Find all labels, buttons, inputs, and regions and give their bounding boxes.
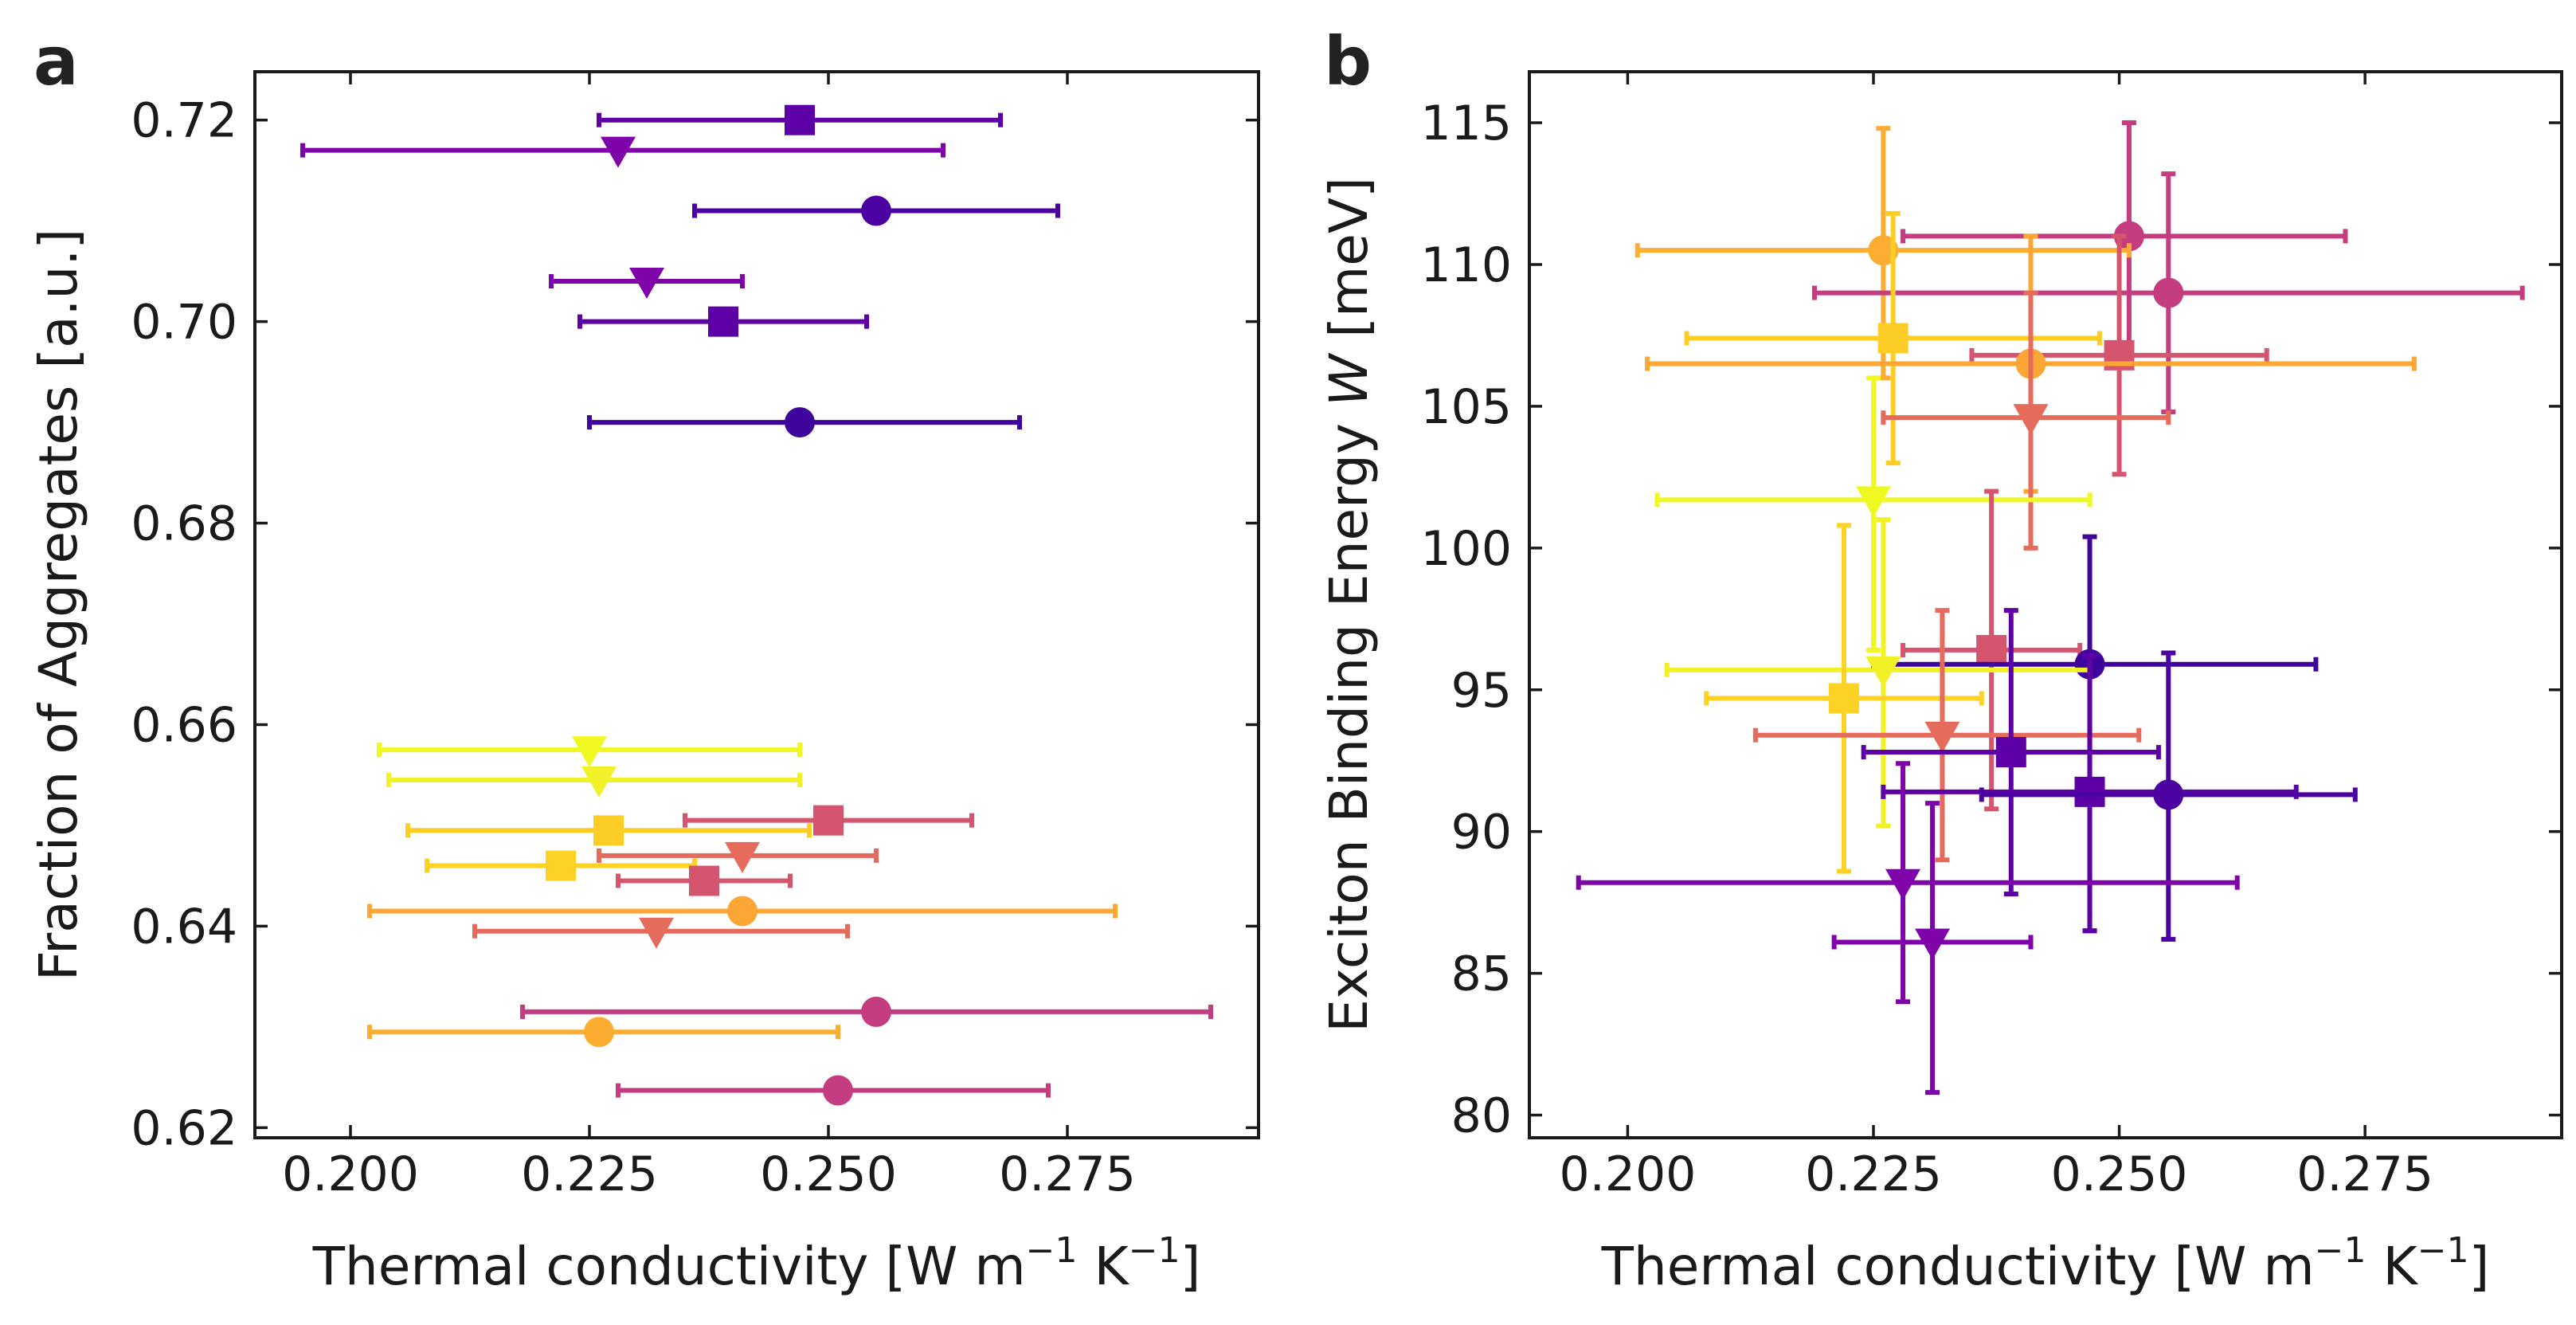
square-marker bbox=[1828, 683, 1859, 714]
triangle-marker bbox=[572, 736, 607, 768]
data-point-triangle bbox=[386, 766, 802, 798]
square-marker bbox=[593, 815, 624, 846]
x-tick-label: 0.225 bbox=[521, 1147, 658, 1202]
y-tick-label: 0.64 bbox=[131, 899, 237, 955]
data-point-circle bbox=[1901, 120, 2348, 367]
y-tick-label: 0.62 bbox=[131, 1100, 237, 1156]
square-marker bbox=[2074, 776, 2105, 807]
y-axis-label-a: Fraction of Aggregates [a.u.] bbox=[28, 229, 89, 981]
y-tick-label: 90 bbox=[1451, 805, 1512, 860]
x-tick-label: 0.250 bbox=[760, 1147, 897, 1202]
y-tick-label: 0.70 bbox=[131, 295, 237, 351]
x-tick-label: 0.275 bbox=[999, 1147, 1136, 1202]
data-point-triangle bbox=[1576, 761, 2240, 1005]
y-tick-label: 80 bbox=[1451, 1088, 1512, 1144]
x-axis-label-b: Thermal conductivity [W m−1 K−1] bbox=[1601, 1230, 2490, 1297]
data-point-triangle bbox=[597, 841, 879, 873]
square-marker bbox=[1877, 323, 1909, 354]
square-marker bbox=[785, 104, 815, 135]
triangle-marker bbox=[1924, 721, 1960, 753]
data-point-circle bbox=[692, 195, 1060, 226]
x-tick-label: 0.200 bbox=[1560, 1147, 1697, 1202]
square-marker bbox=[708, 306, 738, 337]
panel-letter-b: b bbox=[1324, 22, 1372, 100]
data-point-triangle bbox=[472, 917, 850, 949]
panel-b: b 0.200 0.225 0.250 0.275 80 85 90 95 100 105 110 1… bbox=[1318, 22, 2563, 1297]
data-point-circle bbox=[1979, 650, 2358, 942]
triangle-marker bbox=[581, 766, 617, 798]
data-point-square bbox=[1704, 523, 1984, 874]
data-points-a bbox=[300, 104, 1213, 1106]
triangle-marker bbox=[601, 136, 636, 168]
y-tick-label: 0.68 bbox=[131, 496, 237, 552]
y-tick-label: 115 bbox=[1420, 96, 1512, 151]
y-tick-label: 105 bbox=[1420, 379, 1512, 435]
triangle-marker bbox=[725, 841, 760, 873]
data-point-triangle bbox=[1831, 801, 2034, 1096]
triangle-marker bbox=[1885, 868, 1921, 900]
triangle-marker bbox=[639, 917, 674, 949]
triangle-marker bbox=[1865, 656, 1901, 688]
panel-letter-a: a bbox=[33, 22, 79, 100]
data-point-triangle bbox=[1654, 375, 2093, 653]
x-axis-label-a: Thermal conductivity [W m−1 K−1] bbox=[312, 1230, 1201, 1297]
y-tick-label: 100 bbox=[1420, 521, 1512, 577]
circle-marker bbox=[861, 996, 891, 1027]
triangle-marker bbox=[629, 268, 664, 300]
axis-ticks-b: 0.200 0.225 0.250 0.275 80 85 90 95 100 105 110 115 bbox=[1420, 72, 2562, 1202]
data-point-circle bbox=[367, 896, 1118, 927]
data-point-square bbox=[577, 306, 869, 337]
plot-frame-a bbox=[253, 70, 1260, 1139]
circle-marker bbox=[2153, 277, 2184, 308]
data-point-square bbox=[616, 865, 793, 896]
data-point-circle bbox=[367, 1017, 840, 1048]
circle-marker bbox=[861, 195, 891, 226]
triangle-marker bbox=[2013, 404, 2049, 436]
square-marker bbox=[1976, 634, 2007, 665]
circle-marker bbox=[727, 896, 758, 927]
triangle-marker bbox=[1856, 486, 1891, 518]
y-tick-label: 0.72 bbox=[131, 93, 237, 149]
data-point-circle bbox=[1811, 171, 2525, 415]
x-tick-label: 0.275 bbox=[2296, 1147, 2433, 1202]
data-point-square bbox=[597, 104, 1003, 135]
x-tick-label: 0.225 bbox=[1805, 1147, 1942, 1202]
data-point-triangle bbox=[1881, 290, 2171, 551]
data-point-triangle bbox=[1664, 517, 2093, 829]
y-axis-label-b: Exciton Binding Energy W [meV] bbox=[1318, 177, 1380, 1033]
circle-marker bbox=[2153, 779, 2184, 810]
data-point-triangle bbox=[300, 136, 945, 168]
data-point-circle bbox=[587, 407, 1022, 438]
circle-marker bbox=[785, 407, 815, 438]
y-tick-label: 0.66 bbox=[131, 697, 237, 753]
data-point-square bbox=[683, 805, 974, 836]
square-marker bbox=[546, 850, 576, 881]
x-tick-label: 0.250 bbox=[2051, 1147, 2188, 1202]
plot-frame-b bbox=[1528, 70, 2563, 1139]
square-marker bbox=[1995, 737, 2026, 768]
data-point-triangle bbox=[549, 268, 745, 300]
square-marker bbox=[813, 805, 844, 836]
data-point-square bbox=[425, 850, 697, 881]
data-point-triangle bbox=[377, 736, 802, 768]
axis-ticks-a: 0.200 0.225 0.250 0.275 0.62 0.64 0.66 0.68 0.70… bbox=[131, 72, 1259, 1202]
circle-marker bbox=[584, 1017, 614, 1048]
y-tick-label: 110 bbox=[1420, 237, 1512, 293]
y-tick-label: 95 bbox=[1451, 663, 1512, 719]
circle-marker bbox=[823, 1075, 853, 1106]
y-tick-label: 85 bbox=[1451, 947, 1512, 1002]
panel-a: a 0.200 0.225 0.250 0.2750.620.640.660.680.… bbox=[28, 22, 1260, 1297]
data-point-circle bbox=[520, 996, 1213, 1027]
x-tick-label: 0.200 bbox=[282, 1147, 419, 1202]
triangle-marker bbox=[1915, 928, 1951, 960]
square-marker bbox=[689, 865, 719, 896]
data-point-circle bbox=[616, 1075, 1051, 1106]
data-points-b bbox=[1576, 120, 2525, 1096]
data-point-square bbox=[1969, 233, 2269, 477]
data-point-square bbox=[1861, 608, 2161, 896]
data-point-square bbox=[405, 815, 812, 846]
data-point-square bbox=[1901, 488, 2083, 812]
data-point-triangle bbox=[1752, 608, 2142, 863]
